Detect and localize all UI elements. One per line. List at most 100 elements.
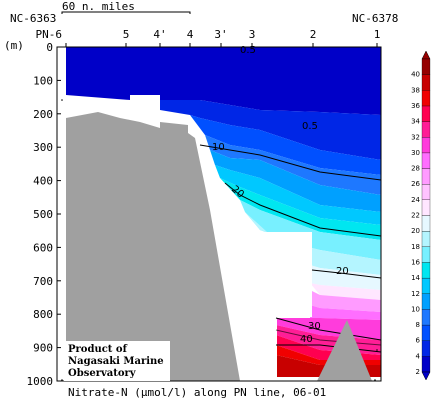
band-6-10 (190, 115, 381, 175)
band-18-20 (240, 200, 381, 260)
contour-label-20b: 20 (336, 266, 349, 277)
y-tick-label: 600 (33, 241, 53, 254)
colorbar-swatch (421, 356, 431, 373)
colorbar-swatch (421, 105, 431, 122)
colorbar-swatch (421, 293, 431, 310)
colorbar-swatch (421, 309, 431, 326)
contour-lines (199, 144, 382, 353)
colorbar-label: 36 (411, 102, 420, 110)
chart-caption: Nitrate-N (μmol/l) along PN line, 06-01 (68, 386, 326, 399)
colorbar-swatch (421, 74, 431, 91)
colorbar-swatch (421, 168, 431, 185)
shelf-edge-patch (130, 95, 160, 115)
y-tick-label: 400 (33, 175, 53, 188)
contour-40 (276, 344, 382, 353)
station-label: 4 (187, 28, 194, 41)
colorbar-label: 32 (411, 133, 420, 141)
colorbar-label: 4 (416, 352, 421, 360)
contour-10 (199, 144, 382, 181)
sample-points (61, 99, 378, 381)
station-label: 5 (123, 28, 130, 41)
colorbar-swatch (421, 199, 431, 216)
credit-box (64, 341, 170, 381)
colorbar-label: 28 (411, 165, 420, 173)
station-axis: PN-6 5 4' 4 3' 3 2 1 (36, 28, 381, 47)
colorbar-swatch (421, 152, 431, 169)
y-tick-label: 100 (33, 74, 53, 87)
colorbar-arrow-top (421, 50, 431, 60)
y-tick-label: 1000 (27, 375, 54, 388)
contour-extra (275, 329, 382, 346)
y-tick-label: 700 (33, 275, 53, 288)
seafloor-topography (66, 112, 240, 381)
nodata-block-3 (300, 262, 312, 317)
nodata-regions (232, 232, 381, 381)
colorbar-label: 2 (416, 368, 420, 376)
credit-line-1: Product of (68, 344, 128, 355)
colorbar-swatch (421, 90, 431, 107)
contour-label-40: 40 (300, 334, 313, 345)
colorbar-swatch (421, 277, 431, 294)
band-22-24 (300, 262, 381, 290)
colorbar-label: 12 (411, 290, 420, 298)
contour-20a (224, 182, 382, 237)
colorbar-swatch (421, 184, 431, 200)
y-tick-label: 0 (46, 41, 53, 54)
station-label: 1 (374, 28, 381, 41)
colorbar-swatch (421, 215, 431, 232)
band-32-34 (276, 318, 381, 340)
y-unit-label: (m) (4, 39, 24, 52)
colorbar-label: 6 (416, 337, 421, 345)
y-tick-label: 800 (33, 308, 53, 321)
y-tick-label: 300 (33, 141, 53, 154)
colorbar-label: 40 (411, 71, 420, 79)
y-tick-label: 200 (33, 108, 53, 121)
band-12-14 (210, 150, 381, 212)
band-26-30 (310, 290, 381, 312)
colorbar-swatch (421, 230, 431, 247)
nodata-block-4 (232, 377, 381, 381)
contour-label-30: 30 (308, 321, 321, 332)
colorbar-label: 24 (411, 196, 420, 204)
station-label: 2 (310, 28, 317, 41)
station-label: 4' (153, 28, 166, 41)
contour-label-10: 10 (212, 142, 225, 153)
contour-20b (311, 269, 382, 279)
contour-label-0.5: 0.5 (302, 121, 318, 132)
colorbar-swatch (421, 262, 431, 279)
colorbar-label: 38 (411, 86, 420, 94)
station-label: 3 (249, 28, 256, 41)
band-10-12 (205, 135, 381, 195)
nitrate-bands (66, 47, 381, 381)
colorbar-label: 30 (411, 149, 420, 157)
credit-line-3: Observatory (68, 368, 137, 379)
y-tick-label: 500 (33, 208, 53, 221)
colorbar-label: 22 (411, 212, 420, 220)
colorbar-arrow-bottom (421, 371, 431, 381)
colorbar-label: 18 (411, 243, 420, 251)
station-label: PN-6 (36, 28, 63, 41)
band-2-6 (160, 100, 381, 160)
band-20-22 (245, 212, 381, 275)
band-30-32 (310, 305, 381, 320)
colorbar-label: 26 (411, 180, 420, 188)
colorbar-label: 20 (411, 227, 420, 235)
colorbar-swatch (421, 137, 431, 154)
y-axis: 0 100 200 300 400 500 600 700 800 900 1000 (27, 41, 61, 388)
station-left-label: NC-6363 (10, 12, 56, 25)
colorbar-swatch (421, 121, 431, 138)
contour-label-0.5-top: 0.5 (240, 45, 256, 56)
colorbar-label: 14 (411, 274, 420, 282)
seafloor-seamount (317, 320, 372, 381)
colorbar-label: 8 (416, 321, 420, 329)
band-16-18 (220, 178, 381, 240)
colorbar-swatch (421, 58, 431, 75)
band-14-16 (215, 165, 381, 225)
colorbar-swatch (421, 246, 431, 263)
distance-scale-bar (61, 11, 191, 14)
colorbar-swatch (421, 324, 431, 341)
distance-scale-label: 60 n. miles (62, 0, 135, 13)
contour-30 (275, 317, 382, 341)
